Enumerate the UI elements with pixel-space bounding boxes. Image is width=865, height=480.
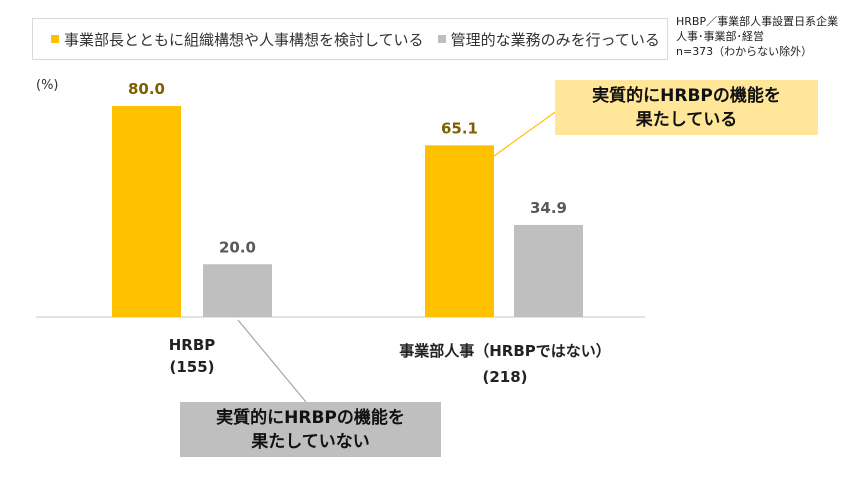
callout-leader — [493, 109, 559, 157]
callout-leader — [237, 319, 307, 403]
data-label: 20.0 — [219, 238, 256, 256]
category-name: HRBP — [168, 336, 216, 354]
note-line: n=373（わからない除外） — [676, 45, 813, 58]
callout-line: 実質的にHRBPの機能を — [216, 407, 405, 428]
data-label: 80.0 — [128, 80, 165, 98]
category-n: (218) — [482, 368, 528, 386]
legend-label: 管理的な業務のみを行っている — [450, 30, 660, 49]
category-label-business-hr: 事業部人事（HRBPではない） (218) — [399, 340, 611, 388]
callout-line: 実質的にHRBPの機能を — [592, 85, 781, 106]
legend-swatch — [51, 35, 59, 43]
bar — [112, 106, 181, 317]
callout-not-functioning: 実質的にHRBPの機能を 果たしていない — [180, 402, 441, 457]
callout-line: 果たしていない — [251, 431, 370, 452]
bar — [203, 264, 272, 317]
bar — [425, 145, 494, 317]
legend-item-1: 事業部長とともに組織構想や人事構想を検討している — [51, 29, 424, 50]
callout-functioning: 実質的にHRBPの機能を 果たしている — [555, 80, 818, 135]
legend: 事業部長とともに組織構想や人事構想を検討している 管理的な業務のみを行っている — [32, 18, 668, 60]
note-line: 人事･事業部･経営 — [676, 30, 764, 43]
data-label: 34.9 — [530, 199, 567, 217]
note-line: HRBP／事業部人事設置日系企業 — [676, 15, 839, 28]
callout-line: 果たしている — [635, 109, 738, 130]
data-label: 65.1 — [441, 119, 478, 137]
legend-swatch — [437, 35, 446, 43]
legend-label: 事業部長とともに組織構想や人事構想を検討している — [64, 30, 424, 49]
bar — [514, 224, 583, 317]
category-label-hrbp: HRBP (155) — [169, 334, 216, 378]
legend-item-2: 管理的な業務のみを行っている — [437, 29, 660, 50]
sample-note: HRBP／事業部人事設置日系企業 人事･事業部･経営 n=373（わからない除外… — [676, 14, 838, 59]
category-name: 事業部人事（HRBPではない） — [399, 342, 611, 360]
unit-label: (%) — [36, 78, 59, 93]
category-n: (155) — [169, 358, 215, 376]
